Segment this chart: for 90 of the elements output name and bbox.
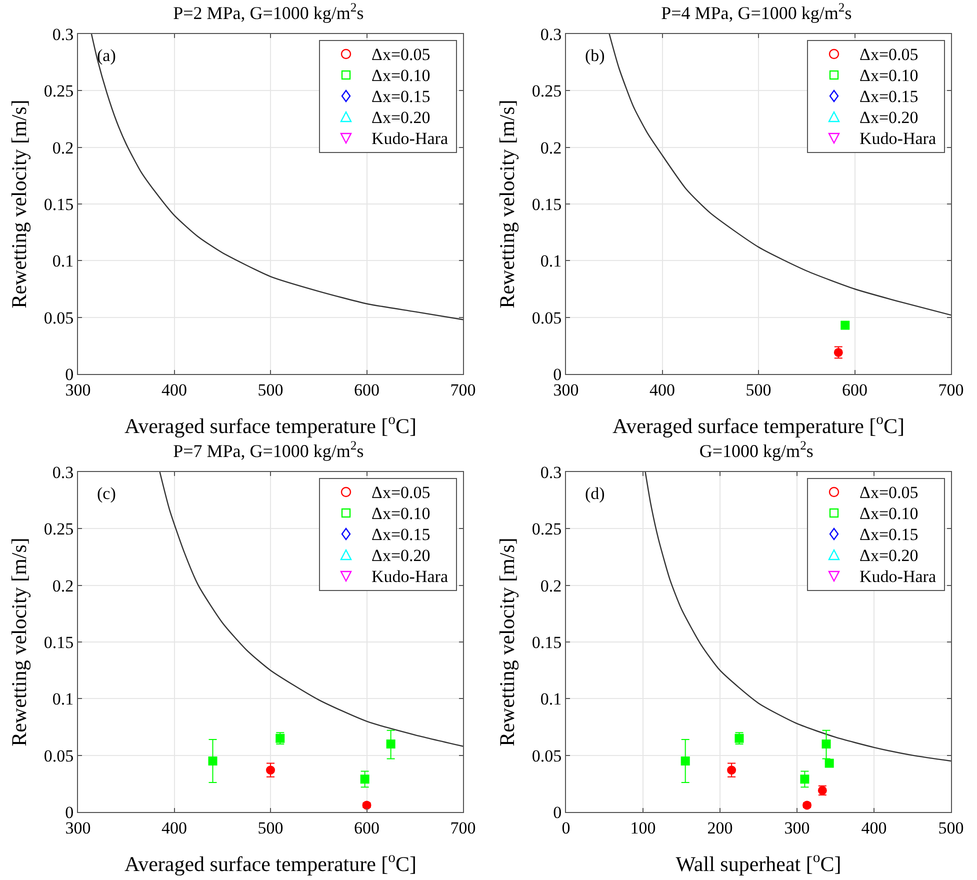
y-tick-label: 0.1: [52, 252, 74, 271]
legend-label: Δx=0.10: [860, 66, 918, 85]
line-series: [159, 472, 463, 747]
y-tick-label: 0.2: [540, 138, 562, 158]
y-tick-label: 0.15: [532, 632, 562, 652]
legend-label: Δx=0.05: [372, 483, 430, 502]
y-tick-label: 0.2: [52, 576, 74, 596]
y-tick-label: 0.3: [52, 24, 74, 44]
y-tick-label: 0.1: [540, 252, 562, 271]
point: [360, 774, 370, 784]
x-tick-label: 400: [162, 818, 187, 838]
x-tick-label: 400: [861, 818, 887, 838]
y-tick-label: 0.15: [44, 632, 74, 652]
y-tick-label: 0.1: [540, 690, 562, 709]
legend-label: Kudo-Hara: [860, 129, 936, 148]
x-tick-label: 500: [938, 818, 964, 838]
point: [727, 766, 736, 775]
point: [266, 766, 275, 775]
chart-title: P=7 MPa, G=1000 kg/m$^{2}$s: [173, 438, 364, 462]
legend-label: Δx=0.05: [860, 483, 918, 502]
x-tick-label: 600: [354, 380, 380, 400]
legend-label: Kudo-Hara: [860, 567, 936, 586]
point: [800, 774, 810, 784]
legend-label: Δx=0.05: [372, 45, 430, 64]
y-tick-label: 0.15: [44, 194, 74, 214]
y-axis-title: Rewetting velocity [m/s]: [7, 538, 31, 746]
legend-label: Δx=0.20: [372, 108, 430, 127]
annotation: (b): [585, 46, 605, 65]
chart-title: G=1000 kg/m$^{2}$s: [699, 438, 814, 462]
annotation: (a): [97, 46, 116, 65]
point: [208, 756, 218, 766]
x-tick-label: 700: [450, 380, 476, 400]
y-tick-label: 0.3: [540, 462, 562, 482]
annotation: (d): [585, 484, 605, 503]
y-tick-label: 0.25: [44, 82, 74, 101]
x-tick-label: 700: [450, 818, 476, 838]
y-tick-label: 0.3: [540, 24, 562, 44]
y-tick-label: 0.05: [532, 746, 562, 766]
y-tick-label: 0.1: [52, 690, 74, 709]
line-series: [90, 34, 463, 320]
x-tick-label: 600: [842, 380, 868, 400]
x-tick-label: 600: [354, 818, 380, 838]
x-tick-label: 400: [650, 380, 675, 400]
y-axis-title: Rewetting velocity [m/s]: [7, 100, 31, 308]
y-tick-label: 0: [553, 802, 562, 822]
chart-title: P=4 MPa, G=1000 kg/m$^{2}$s: [661, 0, 852, 24]
y-tick-label: 0.25: [532, 520, 562, 539]
legend-label: Δx=0.10: [860, 504, 918, 523]
y-tick-label: 0.05: [44, 746, 74, 766]
x-tick-label: 200: [707, 818, 733, 838]
y-axis-title: Rewetting velocity [m/s]: [495, 100, 519, 308]
x-axis-title: Averaged surface temperature [$^{o}$C]: [124, 412, 417, 438]
legend-label: Δx=0.05: [860, 45, 918, 64]
point: [822, 740, 831, 748]
x-axis-title: Averaged surface temperature [$^{o}$C]: [612, 412, 905, 438]
legend-label: Δx=0.10: [372, 504, 430, 523]
legend-label: Δx=0.15: [860, 525, 918, 544]
legend-label: Δx=0.20: [860, 108, 918, 127]
legend-label: Δx=0.15: [860, 87, 918, 106]
y-tick-label: 0.25: [532, 82, 562, 101]
legend-label: Δx=0.10: [372, 66, 430, 85]
x-axis-title: Averaged surface temperature [$^{o}$C]: [124, 850, 417, 876]
y-tick-label: 0.05: [44, 308, 74, 328]
chart-title: P=2 MPa, G=1000 kg/m$^{2}$s: [173, 0, 364, 24]
x-axis-title: Wall superheat [$^{o}$C]: [676, 850, 842, 876]
legend-label: Kudo-Hara: [372, 129, 448, 148]
annotation: (c): [97, 484, 116, 503]
legend-label: Kudo-Hara: [372, 567, 448, 586]
x-tick-label: 500: [258, 380, 284, 400]
y-tick-label: 0.25: [44, 520, 74, 539]
x-tick-label: 300: [784, 818, 810, 838]
y-axis-title: Rewetting velocity [m/s]: [495, 538, 519, 746]
x-tick-label: 400: [162, 380, 187, 400]
point: [680, 756, 690, 766]
legend-label: Δx=0.20: [860, 546, 918, 565]
line-series: [608, 34, 951, 316]
x-tick-label: 100: [630, 818, 656, 838]
y-tick-label: 0.2: [52, 138, 74, 158]
point: [386, 740, 396, 748]
x-tick-label: 500: [258, 818, 284, 838]
legend-label: Δx=0.20: [372, 546, 430, 565]
legend-label: Δx=0.15: [372, 525, 430, 544]
y-tick-label: 0.05: [532, 308, 562, 328]
x-tick-label: 700: [938, 380, 964, 400]
y-tick-label: 0.3: [52, 462, 74, 482]
y-tick-label: 0.15: [532, 194, 562, 214]
y-tick-label: 0.2: [540, 576, 562, 596]
line-series: [644, 472, 951, 762]
x-tick-label: 500: [746, 380, 772, 400]
legend-label: Δx=0.15: [372, 87, 430, 106]
